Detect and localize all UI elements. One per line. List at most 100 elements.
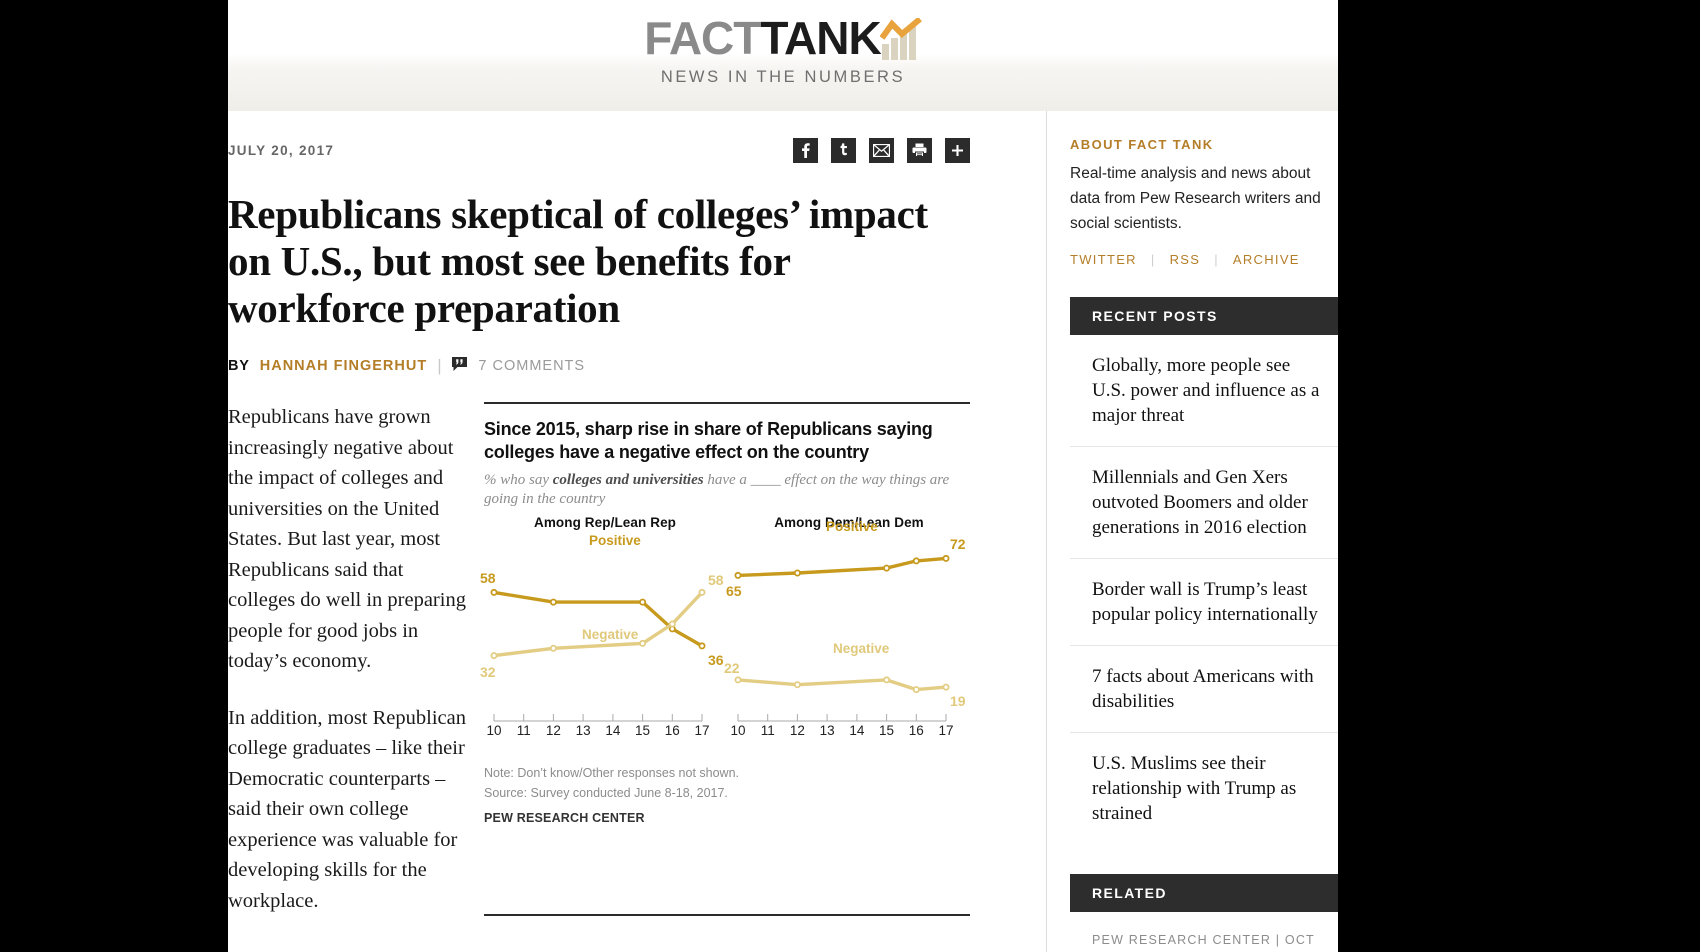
related-date: OCT 29, 2014: [1092, 933, 1315, 952]
article-body-row: Republicans have grown increasingly nega…: [228, 402, 970, 916]
x-tick-label: 13: [819, 723, 835, 738]
plus-icon[interactable]: [945, 137, 970, 163]
page-title: Republicans skeptical of colleges’ impac…: [228, 191, 928, 331]
related-meta: PEW RESEARCH CENTER | OCT 29, 2014: [1070, 912, 1338, 952]
list-item[interactable]: 7 facts about Americans with disabilitie…: [1070, 646, 1338, 733]
value-label-negative-end: 19: [950, 693, 966, 710]
facebook-icon[interactable]: [793, 137, 818, 163]
value-label-positive-start: 65: [726, 583, 742, 600]
lines-rep: [490, 588, 706, 660]
data-point: [698, 588, 706, 596]
data-point: [734, 571, 742, 579]
page-columns: JULY 20, 2017: [228, 111, 1338, 952]
x-tick-label: 11: [516, 723, 531, 738]
print-icon[interactable]: [907, 137, 932, 163]
x-tick-label: 13: [575, 723, 591, 738]
twitter-icon[interactable]: [831, 137, 856, 163]
value-label-positive-start: 58: [480, 570, 496, 587]
x-tick-label: 17: [694, 723, 710, 738]
article-body-text: Republicans have grown increasingly nega…: [228, 402, 468, 916]
data-point: [639, 598, 647, 606]
value-label-negative-end: 58: [708, 572, 724, 589]
chart-org: PEW RESEARCH CENTER: [484, 811, 645, 825]
comments-link[interactable]: 7 COMMENTS: [478, 358, 586, 374]
byline-separator: |: [437, 356, 443, 375]
axis-ticks: [493, 714, 703, 722]
link-sep-2: |: [1214, 252, 1219, 267]
list-item[interactable]: U.S. Muslims see their relationship with…: [1092, 753, 1297, 824]
x-tick-label: 17: [938, 723, 954, 738]
logo-tagline: NEWS IN THE NUMBERS: [660, 68, 906, 86]
series-label-negative: Negative: [833, 641, 890, 656]
x-tick-label: 16: [664, 723, 680, 738]
series-label-negative: Negative: [582, 627, 639, 642]
link-archive[interactable]: ARCHIVE: [1232, 252, 1300, 267]
chart-subtitle-bold: colleges and universities: [552, 472, 704, 488]
logo-fact-text: FACT: [644, 12, 761, 64]
list-item[interactable]: Millennials and Gen Xers outvoted Boomer…: [1070, 447, 1338, 559]
x-tick-label: 14: [849, 723, 865, 738]
author-link[interactable]: HANNAH FINGERHUT: [259, 358, 428, 374]
x-tick-label: 16: [908, 723, 924, 738]
embedded-chart-figure: Since 2015, sharp rise in share of Repub…: [480, 402, 970, 916]
chart-subtitle-rest: have a ____ effect on the way things are…: [484, 472, 950, 507]
chart-note: Note: Don’t know/Other responses not sho…: [484, 766, 739, 780]
x-tick-label: 11: [760, 723, 775, 738]
value-label-positive-end: 36: [708, 651, 724, 668]
byline-label: BY: [228, 358, 250, 374]
x-tick-label: 12: [789, 723, 805, 738]
x-tick-label: 14: [605, 723, 621, 738]
x-axis-rep: 10 11 12 13 14 15 16 17: [484, 713, 726, 743]
x-tick-label: 15: [635, 723, 651, 738]
recent-posts-heading: RECENT POSTS: [1070, 297, 1338, 335]
related-sep: |: [1275, 933, 1281, 947]
x-tick-label: 12: [545, 723, 561, 738]
related-heading: RELATED: [1070, 874, 1338, 912]
data-point: [698, 642, 706, 650]
link-sep-1: |: [1150, 252, 1156, 267]
chart-panel-rep: Among Rep/Lean Rep 10 11 12 13 14 15 16 17 Posi…: [480, 515, 726, 761]
site-masthead: FACTTANK NEWS IN THE NUMBERS: [228, 0, 1338, 111]
related-org: PEW RESEARCH CENTER: [1092, 933, 1272, 947]
data-point: [734, 676, 742, 684]
paragraph-1: Republicans have grown increasingly nega…: [228, 406, 466, 672]
panel-title-dem: Among Dem/Lean Dem: [774, 515, 924, 530]
data-point: [639, 639, 647, 647]
data-point: [490, 588, 498, 596]
chart-subtitle-lead: % who say: [484, 472, 553, 488]
x-tick-label: 10: [486, 723, 502, 738]
article-column: JULY 20, 2017: [228, 111, 1046, 952]
recent-posts-list: Globally, more people see U.S. power and…: [1070, 335, 1338, 844]
article-meta-row: JULY 20, 2017: [228, 137, 970, 163]
data-point: [912, 686, 920, 694]
value-label-positive-end: 72: [950, 536, 966, 553]
data-point: [912, 557, 920, 565]
x-tick-label: 10: [730, 723, 746, 738]
link-rss[interactable]: RSS: [1169, 252, 1201, 267]
email-icon[interactable]: [869, 137, 894, 163]
x-axis-dem: 10 11 12 13 14 15 16 17: [728, 713, 970, 743]
comment-bubble-icon[interactable]: [452, 356, 468, 376]
byline: BY HANNAH FINGERHUT | 7 COMMENTS: [228, 356, 970, 376]
list-item[interactable]: Border wall is Trump’s least popular pol…: [1070, 559, 1338, 646]
data-point: [793, 569, 801, 577]
chart-arrow-icon: [879, 18, 922, 60]
link-twitter[interactable]: TWITTER: [1070, 252, 1137, 267]
data-point: [942, 683, 950, 691]
browser-page: FACTTANK NEWS IN THE NUMBERS JULY 20, 20…: [228, 0, 1338, 952]
fact-tank-logo[interactable]: FACTTANK NEWS IN THE NUMBERS: [228, 12, 1338, 87]
list-item[interactable]: Globally, more people see U.S. power and…: [1070, 335, 1338, 447]
data-point: [549, 644, 557, 652]
logo-tank-text: TANK: [760, 12, 881, 64]
value-label-negative-start: 22: [724, 659, 740, 676]
chart-title: Since 2015, sharp rise in share of Repub…: [484, 419, 933, 462]
data-point: [793, 681, 801, 689]
chart-subtitle: % who say colleges and universities have…: [484, 471, 970, 509]
about-text: Real-time analysis and news about data f…: [1070, 165, 1321, 232]
data-point: [668, 620, 676, 628]
series-label-positive: Positive: [826, 519, 878, 534]
data-point: [883, 564, 891, 572]
publish-date: JULY 20, 2017: [228, 142, 335, 158]
lines-dem: [734, 554, 950, 694]
about-links: TWITTER | RSS | ARCHIVE: [1070, 252, 1338, 267]
